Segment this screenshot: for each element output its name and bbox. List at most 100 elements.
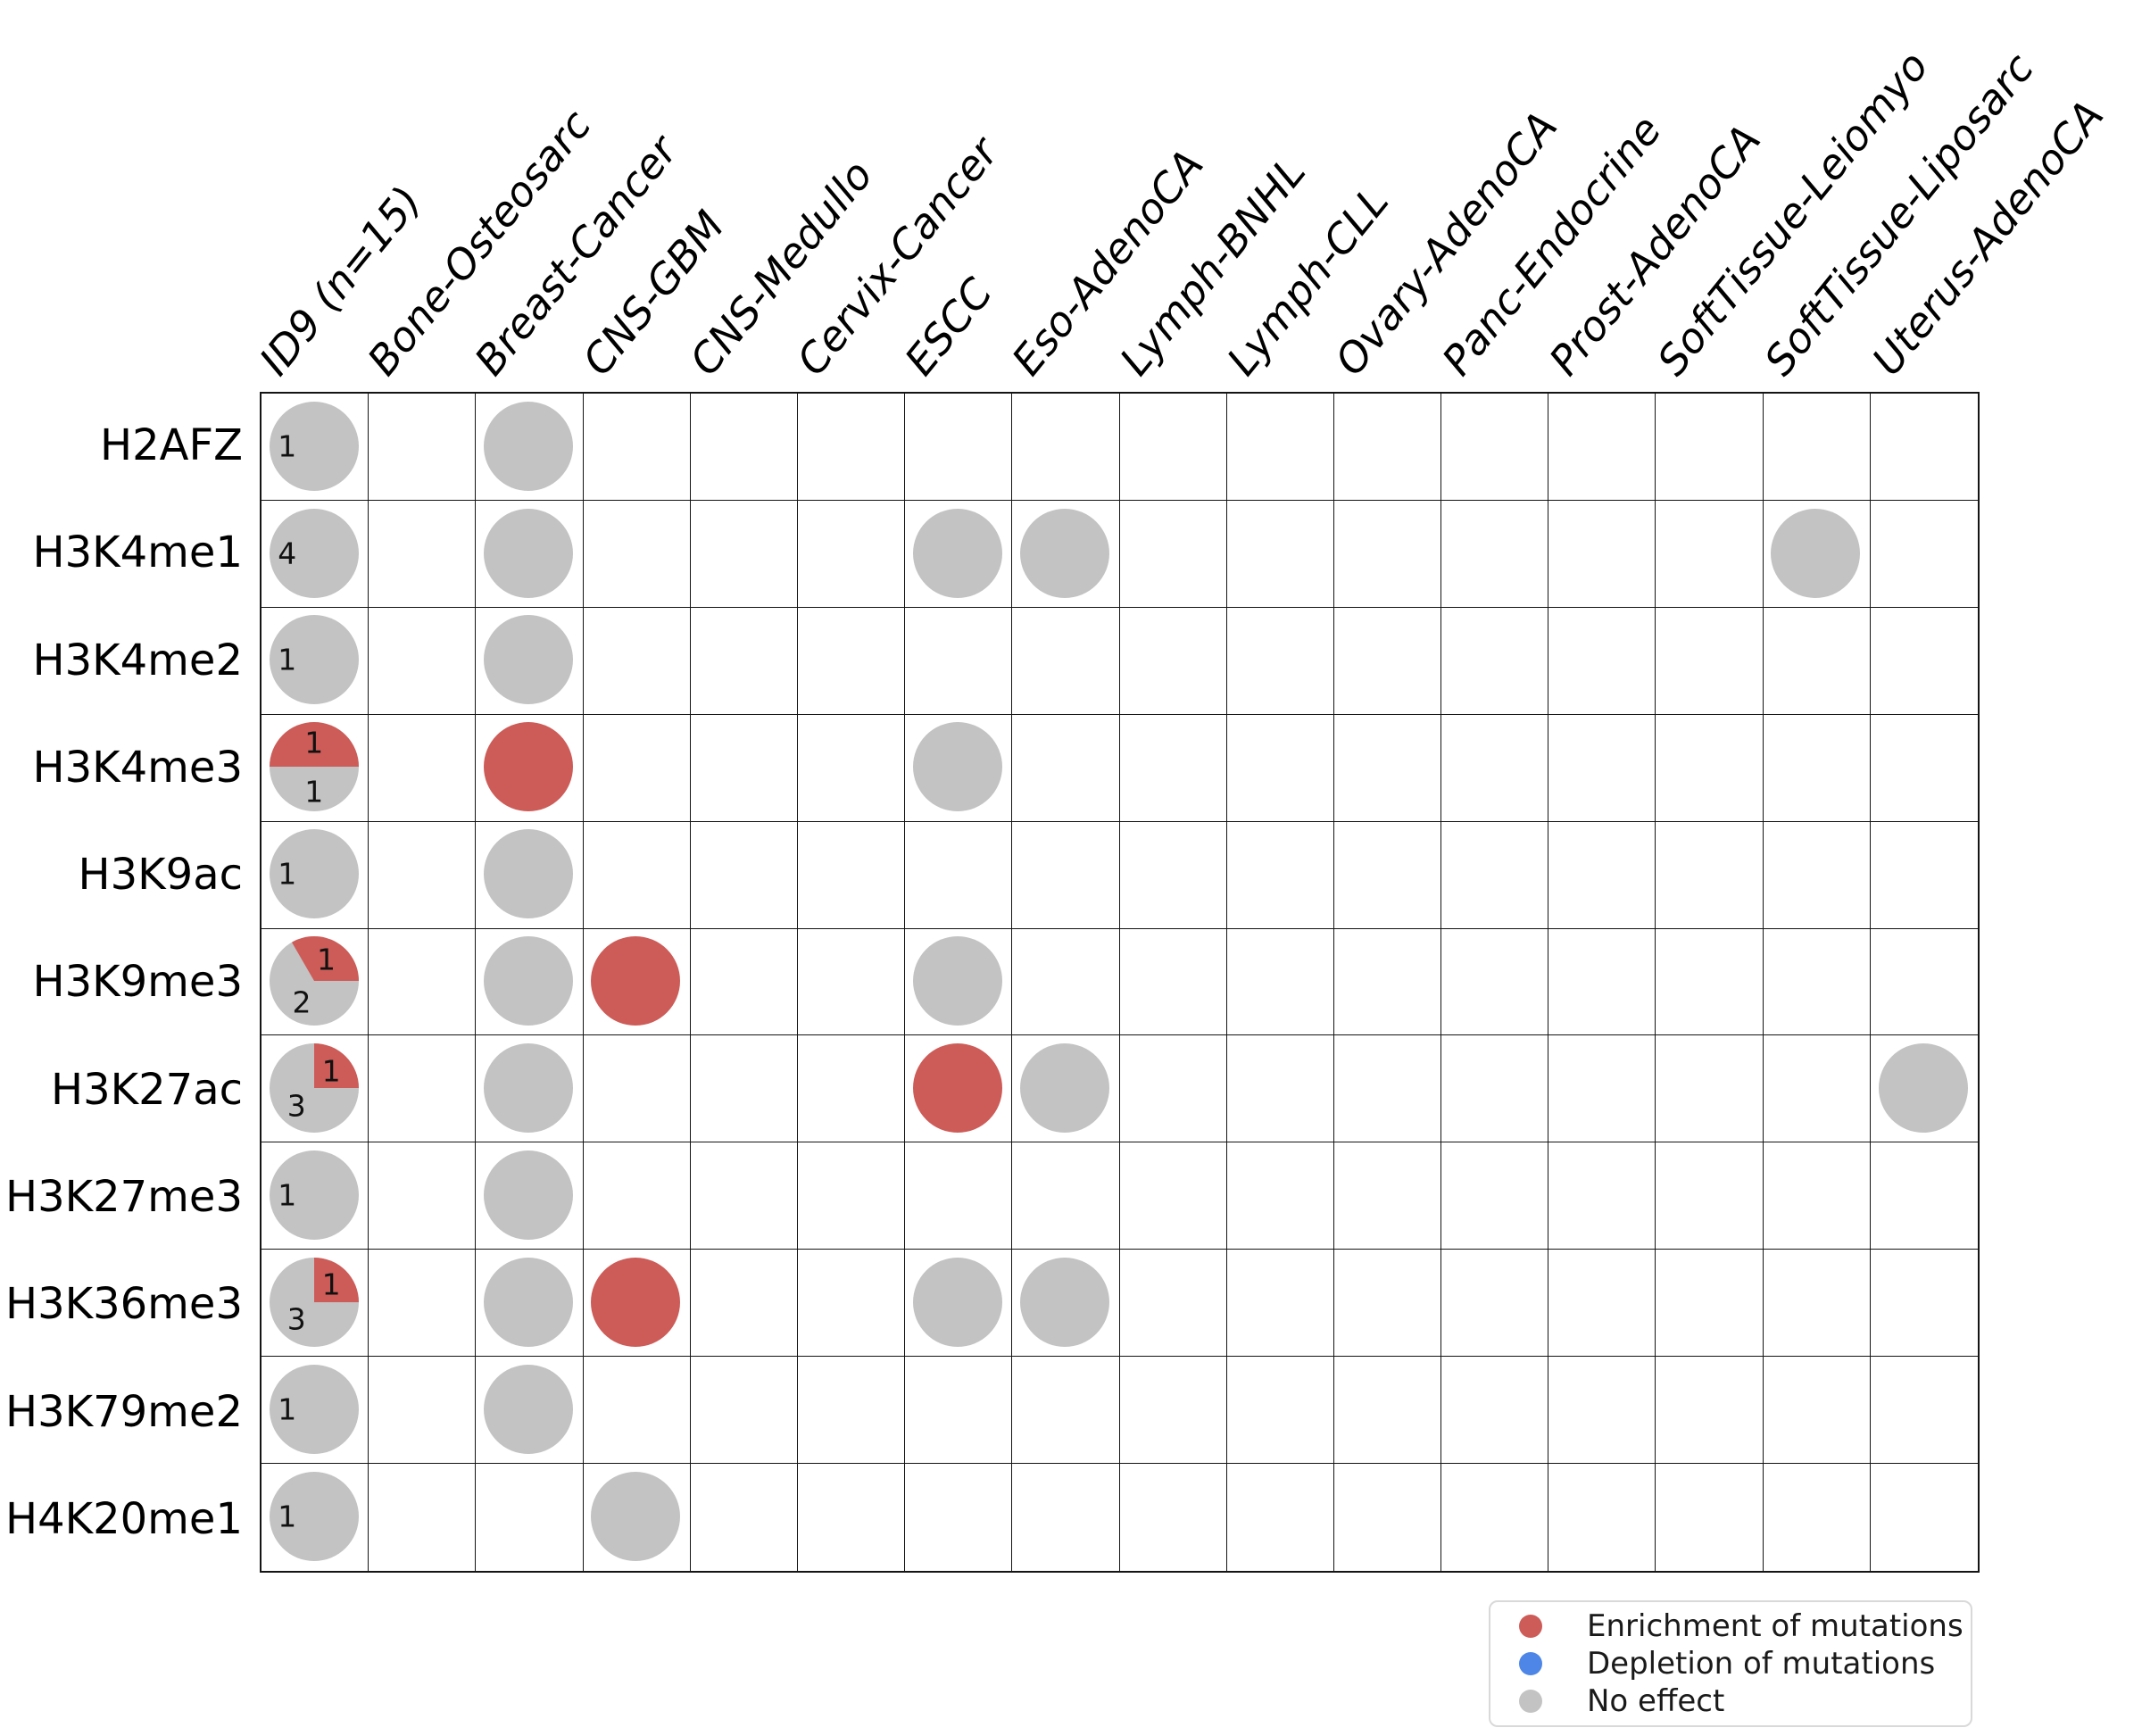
grid-cell (1119, 821, 1227, 929)
effect-pie (269, 936, 359, 1026)
effect-pie (1771, 508, 1861, 598)
pie-count-label: 1 (304, 774, 324, 810)
grid-cell (1119, 928, 1227, 1036)
grid-cell (1226, 500, 1334, 608)
effect-pie (269, 722, 359, 812)
grid-cell (797, 928, 906, 1036)
grid-cell (1870, 822, 1978, 929)
grid-cell (905, 714, 1013, 822)
grid-cell (797, 394, 906, 501)
grid-cell (1548, 1357, 1656, 1465)
grid-cell (1119, 1035, 1227, 1143)
grid-cell (1333, 714, 1442, 822)
grid-cell (1441, 1464, 1549, 1571)
effect-pie (1020, 1257, 1110, 1347)
effect-pie (269, 1257, 359, 1347)
grid-cell (1870, 715, 1978, 822)
grid-cell: 4 (262, 500, 369, 608)
grid-cell (1656, 1464, 1764, 1571)
grid-cell (583, 1357, 691, 1465)
row-label: H3K27me3 (4, 1172, 243, 1223)
effect-pie (591, 936, 681, 1026)
effect-pie (591, 1257, 681, 1347)
grid-cell (1763, 1035, 1871, 1143)
grid-cell (1012, 1035, 1120, 1143)
grid-cell (1548, 1464, 1656, 1571)
pie-count-label: 1 (321, 1053, 341, 1089)
grid-cell (1441, 1357, 1549, 1465)
effect-pie (484, 829, 574, 919)
grid-cell (1548, 500, 1656, 608)
grid-cell (369, 928, 477, 1036)
grid-cell (690, 1357, 798, 1465)
grid-cell (1119, 500, 1227, 608)
grid-cell (1333, 394, 1442, 501)
grid-cell (476, 1250, 584, 1358)
grid-cell (1441, 1142, 1549, 1250)
effect-pie (912, 722, 1002, 812)
pie-count-label: 3 (286, 1088, 306, 1124)
grid-cell (1334, 1464, 1442, 1571)
pie-count-label: 2 (292, 984, 311, 1020)
grid-cell (905, 1035, 1013, 1143)
grid-cell (1012, 821, 1120, 929)
grid-cell (1870, 1357, 1978, 1465)
grid-cell (1333, 500, 1442, 608)
pie-count-label: 1 (278, 1177, 297, 1213)
pie-count-label: 1 (278, 1499, 297, 1534)
grid-cell (1333, 1035, 1442, 1143)
grid-cell (905, 1142, 1013, 1250)
grid-cell (1441, 607, 1549, 715)
grid-cell (1226, 928, 1334, 1036)
grid-cell (476, 1357, 584, 1465)
grid-cell (583, 1142, 691, 1250)
row-label: H4K20me1 (4, 1493, 243, 1544)
grid-cell (1333, 607, 1442, 715)
grid-cell (1119, 714, 1227, 822)
legend-label: No effect (1587, 1683, 1725, 1719)
grid-cell (1548, 928, 1656, 1036)
effect-pie (484, 1257, 574, 1347)
grid-cell (1119, 1142, 1227, 1250)
grid-cell (1441, 1035, 1549, 1143)
grid-cell (1226, 1142, 1334, 1250)
effect-pie (484, 936, 574, 1026)
grid-cell (1226, 607, 1334, 715)
grid-cell (905, 821, 1013, 929)
grid-cell (1119, 1250, 1227, 1358)
grid-cell (1656, 394, 1764, 501)
grid-cell (1333, 1250, 1442, 1358)
grid-cell (1763, 607, 1871, 715)
effect-pie (269, 829, 359, 919)
grid-cell (1119, 1357, 1227, 1465)
grid-cell (798, 1464, 906, 1571)
row-label: H3K4me3 (32, 742, 243, 793)
grid-cell (369, 607, 477, 715)
effect-pie (269, 1364, 359, 1454)
grid-cell (1548, 1142, 1656, 1250)
no_effect-swatch-icon (1519, 1690, 1542, 1713)
row-label: H3K79me2 (4, 1386, 243, 1437)
grid-cell (797, 607, 906, 715)
row-label: H3K4me2 (32, 635, 243, 685)
grid-cell (583, 821, 691, 929)
grid-cell (1441, 500, 1549, 608)
legend-label: Enrichment of mutations (1587, 1608, 1964, 1644)
grid-cell (369, 1357, 477, 1465)
row-label: H3K27ac (51, 1064, 243, 1115)
grid-cell: 1 (262, 394, 369, 501)
grid-cell (1763, 1357, 1871, 1465)
grid-cell (1012, 1464, 1120, 1571)
grid-cell (1656, 500, 1764, 608)
grid-cell (1656, 714, 1764, 822)
grid-cell (1012, 607, 1120, 715)
grid-cell (1226, 1357, 1334, 1465)
grid-cell (1870, 1142, 1978, 1250)
pie-count-label: 1 (278, 428, 297, 464)
grid-cell (1548, 714, 1656, 822)
grid-cell (1227, 1464, 1334, 1571)
grid-cell (1548, 1250, 1656, 1358)
